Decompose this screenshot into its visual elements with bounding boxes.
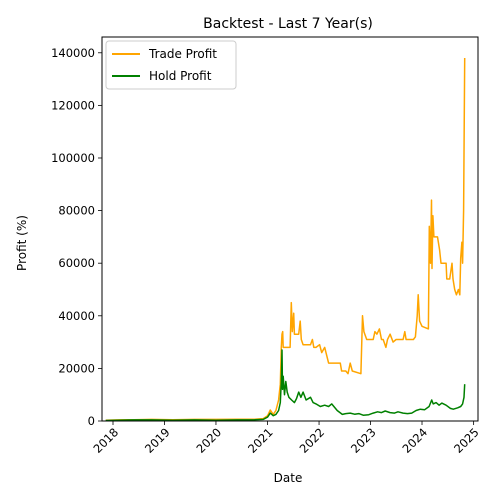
y-axis-ticks: 0 20000 40000 60000 80000 100000 120000 140000 (51, 46, 102, 428)
x-tick-label: 2024 (400, 425, 431, 456)
x-tick-label: 2019 (142, 425, 173, 456)
y-tick-label: 60000 (58, 256, 95, 270)
x-tick-label: 2025 (451, 425, 482, 456)
x-tick-label: 2020 (194, 425, 225, 456)
legend-label: Hold Profit (149, 69, 212, 83)
y-tick-label: 20000 (58, 361, 95, 375)
y-tick-label: 80000 (58, 204, 95, 218)
chart-title: Backtest - Last 7 Year(s) (203, 16, 373, 32)
y-tick-label: 140000 (51, 46, 95, 60)
legend-label: Trade Profit (148, 47, 217, 61)
x-tick-label: 2022 (297, 425, 328, 456)
y-tick-label: 40000 (58, 309, 95, 323)
x-tick-label: 2018 (91, 425, 122, 456)
y-tick-label: 120000 (51, 98, 95, 112)
x-tick-label: 2021 (245, 425, 276, 456)
x-axis-ticks: 2018 2019 2020 2021 2022 2023 2024 2025 (91, 421, 482, 456)
legend: Trade Profit Hold Profit (105, 40, 237, 90)
plot-marks (105, 57, 466, 422)
x-tick-label: 2023 (348, 425, 379, 456)
series-line-trade-profit (105, 57, 466, 421)
series-line-hold-profit (105, 349, 466, 422)
x-axis-label: Date (274, 471, 303, 485)
y-tick-label: 0 (88, 414, 95, 428)
plot-frame (101, 36, 479, 422)
y-axis-label: Profit (%) (15, 215, 29, 271)
y-tick-label: 100000 (51, 151, 95, 165)
